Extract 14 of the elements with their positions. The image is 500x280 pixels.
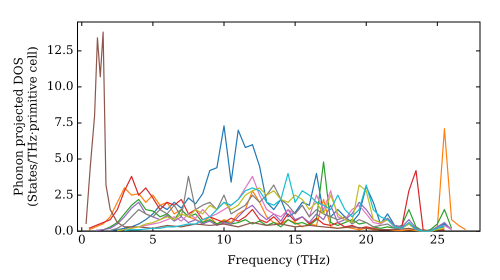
- y-tick-label: 7.5: [54, 115, 74, 130]
- x-tick-label: 10: [216, 232, 232, 247]
- x-tick-label: 25: [430, 232, 445, 247]
- y-axis-title: Phonon projected DOS (States/THz·primitive cell): [11, 46, 40, 207]
- x-axis-title: Frequency (THz): [227, 252, 330, 267]
- x-tick-label: 5: [149, 232, 157, 247]
- y-tick-label: 12.5: [46, 42, 74, 57]
- y-tick-label: 10.0: [46, 79, 74, 94]
- x-tick-label: 20: [358, 232, 374, 247]
- y-tick-label: 2.5: [54, 187, 74, 202]
- y-tick-label: 5.0: [54, 151, 74, 166]
- y-tick-label: 0.0: [54, 223, 74, 238]
- x-tick-label: 15: [287, 232, 303, 247]
- x-tick-label: 0: [78, 232, 86, 247]
